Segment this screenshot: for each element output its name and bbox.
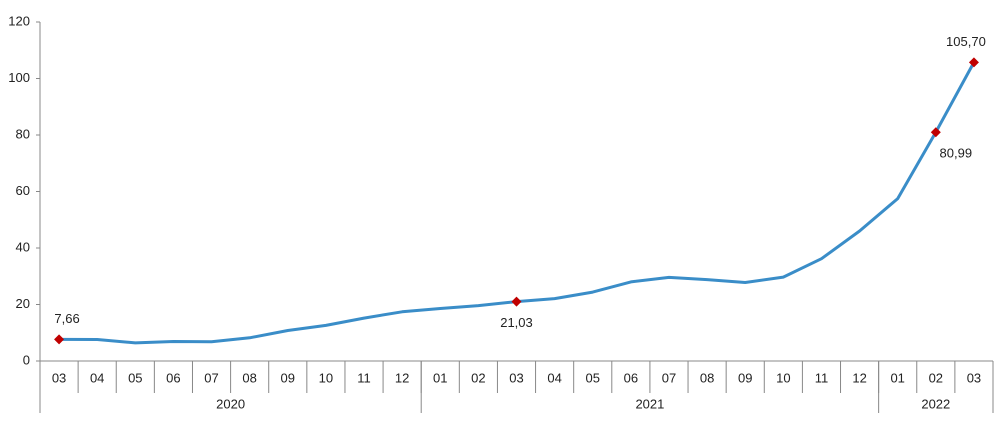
x-tick-label: 11 (815, 370, 829, 385)
data-label: 105,70 (946, 34, 986, 49)
x-tick-label: 08 (700, 370, 714, 385)
x-tick-label: 09 (281, 370, 295, 385)
data-label: 80,99 (940, 146, 973, 161)
x-tick-label: 11 (357, 370, 371, 385)
x-tick-label: 03 (509, 370, 523, 385)
marker (54, 334, 65, 345)
y-tick-label: 40 (16, 239, 30, 254)
y-tick-label: 60 (16, 183, 30, 198)
group-label: 2021 (635, 396, 664, 411)
group-label: 2022 (921, 396, 950, 411)
x-tick-label: 12 (395, 370, 409, 385)
x-tick-label: 07 (204, 370, 218, 385)
data-label: 21,03 (500, 315, 533, 330)
y-tick-label: 80 (16, 126, 30, 141)
y-tick-label: 20 (16, 296, 30, 311)
x-tick-label: 07 (662, 370, 676, 385)
x-tick-label: 04 (90, 370, 104, 385)
y-tick-label: 0 (23, 352, 30, 367)
x-tick-label: 12 (852, 370, 866, 385)
x-tick-label: 01 (890, 370, 904, 385)
x-tick-label: 05 (586, 370, 600, 385)
x-tick-label: 06 (624, 370, 638, 385)
group-label: 2020 (216, 396, 245, 411)
y-tick-label: 120 (8, 13, 30, 28)
x-tick-label: 03 (967, 370, 981, 385)
x-tick-label: 01 (433, 370, 447, 385)
x-tick-label: 03 (52, 370, 66, 385)
x-tick-label: 02 (471, 370, 485, 385)
marker (968, 57, 979, 68)
x-tick-label: 09 (738, 370, 752, 385)
x-tick-label: 10 (319, 370, 333, 385)
x-tick-label: 08 (242, 370, 256, 385)
x-tick-label: 05 (128, 370, 142, 385)
x-tick-label: 02 (929, 370, 943, 385)
x-tick-label: 10 (776, 370, 790, 385)
marker (930, 127, 941, 138)
y-tick-label: 100 (8, 70, 30, 85)
x-tick-label: 04 (547, 370, 561, 385)
data-label: 7,66 (54, 311, 79, 326)
marker (511, 296, 522, 307)
x-tick-label: 06 (166, 370, 180, 385)
